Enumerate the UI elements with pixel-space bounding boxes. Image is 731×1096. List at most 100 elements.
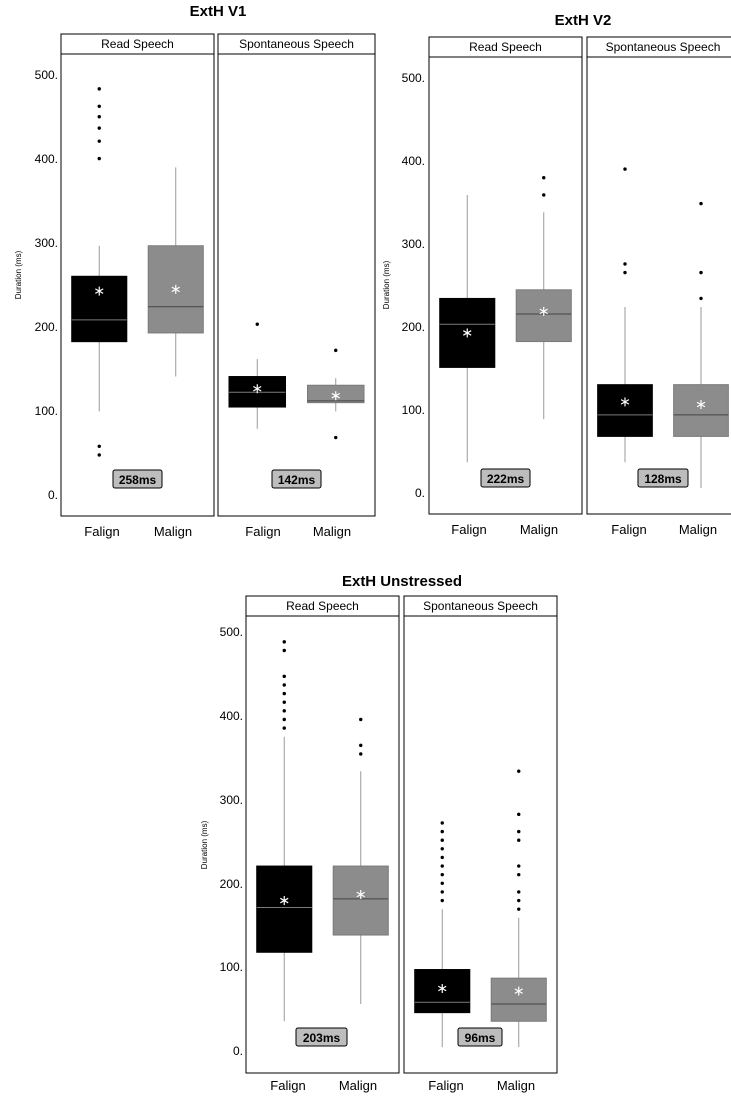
box-rect	[673, 384, 729, 437]
mean-marker	[171, 284, 180, 294]
mean-marker-stroke	[514, 988, 523, 994]
chart-exth-v2: ExtH V2 Duration (ms) 0. 100. 200. 300. …	[382, 12, 731, 537]
box-group	[256, 640, 389, 1022]
y-axis: 0. 100. 200. 300. 400. 500.	[35, 68, 58, 502]
outlier-point	[699, 270, 703, 275]
mean-marker-stroke	[356, 891, 365, 898]
x-tick-label: Malign	[154, 524, 192, 539]
y-tick-label: 100.	[35, 404, 58, 418]
box-malign	[306, 348, 365, 440]
mean-marker-stroke	[463, 330, 472, 336]
y-tick-label: 500.	[220, 625, 243, 639]
outlier-point	[623, 262, 627, 266]
outlier-point	[517, 829, 521, 834]
y-tick-label: 200.	[220, 877, 243, 891]
strip-label: Read Speech	[469, 40, 542, 54]
chart-exth-v1: ExtH V1 Duration (ms) 0. 100. 200. 300. …	[14, 3, 376, 539]
outlier-point	[517, 907, 521, 911]
y-tick-label: 0.	[48, 488, 58, 502]
outlier-point	[359, 743, 363, 748]
outlier-point	[440, 829, 444, 834]
panel-read-speech: Read Speech 258ms Falign Malign	[60, 33, 215, 539]
outlier-point	[517, 872, 521, 877]
mean-marker-stroke	[280, 897, 289, 904]
mean-badge-label: 128ms	[644, 472, 682, 486]
outlier-point	[282, 674, 286, 679]
outlier-point	[97, 115, 101, 119]
box-malign	[515, 176, 572, 420]
outlier-point	[334, 348, 338, 353]
outlier-point	[440, 872, 444, 877]
x-tick-label: Falign	[428, 1078, 463, 1093]
box-group	[597, 167, 729, 489]
strip-label: Spontaneous Speech	[606, 40, 721, 54]
box-rect	[332, 865, 389, 936]
mean-marker	[280, 896, 289, 906]
strip-label: Spontaneous Speech	[239, 37, 354, 51]
mean-badge-label: 222ms	[487, 472, 525, 486]
outlier-point	[699, 296, 703, 301]
box-malign	[147, 167, 204, 377]
box-malign	[332, 717, 389, 1005]
mean-marker	[438, 983, 447, 993]
panel-spontaneous-speech: Spontaneous Speech 128ms	[586, 36, 731, 515]
x-tick-label: Malign	[679, 522, 717, 537]
outlier-point	[334, 435, 338, 440]
chart-title: ExtH V2	[555, 12, 612, 29]
panel-read-speech: Read Speech 222ms Falign Malign	[428, 36, 583, 537]
mean-marker	[463, 328, 472, 338]
outlier-point	[97, 453, 101, 457]
mean-marker-stroke	[95, 288, 104, 294]
y-tick-label: 0.	[415, 486, 425, 500]
outlier-point	[440, 821, 444, 825]
panel-read-speech: Read Speech 203ms Falign Malign	[245, 595, 400, 1093]
outlier-point	[282, 683, 286, 687]
y-axis-label: Duration (ms)	[382, 260, 391, 309]
outlier-point	[282, 648, 286, 653]
mean-badge-label: 258ms	[119, 473, 157, 487]
panel-spontaneous-speech: Spontaneous Speech 142ms Falign Malign	[217, 33, 376, 539]
outlier-point	[97, 126, 101, 130]
y-axis-label: Duration (ms)	[200, 820, 209, 869]
mean-badge-label: 142ms	[278, 473, 316, 487]
plot-frame	[245, 615, 400, 1074]
outlier-point	[440, 898, 444, 903]
y-tick-label: 200.	[402, 320, 425, 334]
outlier-point	[623, 270, 627, 275]
chart-title: ExtH Unstressed	[342, 573, 462, 590]
x-tick-label: Falign	[611, 522, 646, 537]
y-tick-label: 300.	[220, 793, 243, 807]
outlier-point	[282, 709, 286, 713]
outlier-point	[517, 838, 521, 842]
outlier-point	[97, 87, 101, 91]
mean-badge-label: 96ms	[465, 1031, 496, 1045]
outlier-point	[282, 640, 286, 644]
x-tick-label: Falign	[84, 524, 119, 539]
mean-marker-stroke	[253, 385, 262, 392]
outlier-point	[542, 176, 546, 180]
mean-marker	[620, 397, 630, 407]
outlier-point	[699, 201, 703, 206]
outlier-point	[97, 156, 101, 161]
box-group	[414, 769, 547, 1048]
mean-badge	[112, 469, 163, 489]
y-tick-label: 400.	[402, 154, 425, 168]
y-tick-label: 100.	[220, 960, 243, 974]
box-group	[71, 87, 204, 457]
box-rect	[490, 977, 547, 1022]
outlier-point	[359, 752, 363, 756]
mean-marker-stroke	[696, 401, 706, 408]
mean-badge-label: 203ms	[303, 1031, 341, 1045]
box-malign	[490, 769, 547, 1048]
box-rect	[256, 865, 313, 953]
outlier-point	[517, 864, 521, 868]
plot-frame	[428, 56, 583, 515]
outlier-point	[359, 717, 363, 722]
outlier-point	[282, 726, 286, 730]
plot-frame	[586, 56, 731, 515]
mean-marker-stroke	[171, 286, 180, 293]
mean-badge	[457, 1027, 503, 1047]
x-tick-label: Falign	[451, 522, 486, 537]
y-axis: 0. 100. 200. 300. 400. 500.	[402, 71, 425, 500]
